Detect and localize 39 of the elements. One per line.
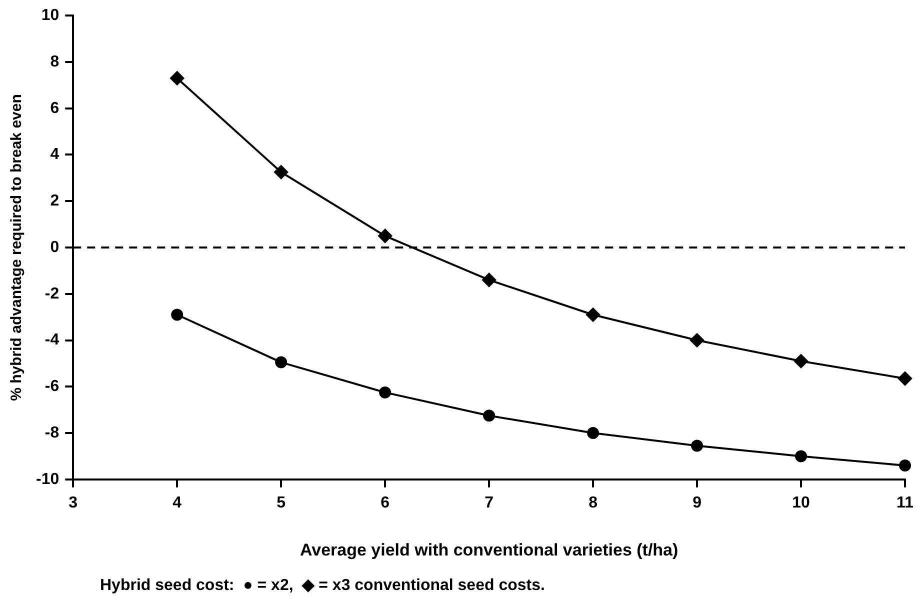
x-tick-label: 8: [588, 494, 598, 512]
point: [586, 308, 600, 322]
point: [482, 272, 496, 287]
point: [170, 71, 184, 86]
point: [275, 356, 288, 368]
y-tick-label: -10: [36, 470, 60, 488]
point: [795, 450, 808, 462]
x-tick-label: 7: [484, 494, 494, 512]
y-tick-label: 0: [50, 238, 60, 256]
x-axis-title: Average yield with conventional varieties (t/ha): [300, 540, 678, 560]
text: Hybrid seed cost: ● = x2, ◆ = x3 conventional seed costs.: [100, 576, 545, 595]
y-tick-label: -2: [44, 285, 60, 302]
point: [691, 440, 704, 452]
point: [794, 354, 808, 368]
point: [379, 386, 392, 398]
point: [690, 333, 704, 348]
x-tick-label: 3: [68, 494, 78, 512]
x-tick-label: 11: [896, 494, 914, 512]
y-tick-label: 4: [50, 146, 60, 164]
point: [378, 228, 392, 243]
y-tick-label: 10: [41, 7, 60, 24]
x-tick-label: 6: [380, 494, 390, 512]
x-tick-label: 9: [692, 494, 702, 512]
point: [171, 308, 184, 321]
y-tick-label: 8: [50, 53, 60, 70]
point: [587, 427, 600, 440]
y-axis-title: % hybrid advantage required to break even: [8, 94, 26, 401]
point: [274, 165, 288, 180]
x-tick-label: 4: [172, 494, 182, 512]
x-tick-label: 10: [792, 494, 810, 512]
y-tick-label: -8: [44, 424, 60, 442]
x-tick-label: 5: [276, 494, 286, 512]
y-tick-label: 2: [50, 192, 60, 210]
y-tick-label: -6: [44, 378, 60, 396]
point: [899, 459, 911, 472]
point: [483, 410, 496, 422]
y-tick-label: 6: [50, 100, 60, 117]
point: [898, 372, 912, 386]
y-tick-label: -4: [44, 332, 60, 349]
